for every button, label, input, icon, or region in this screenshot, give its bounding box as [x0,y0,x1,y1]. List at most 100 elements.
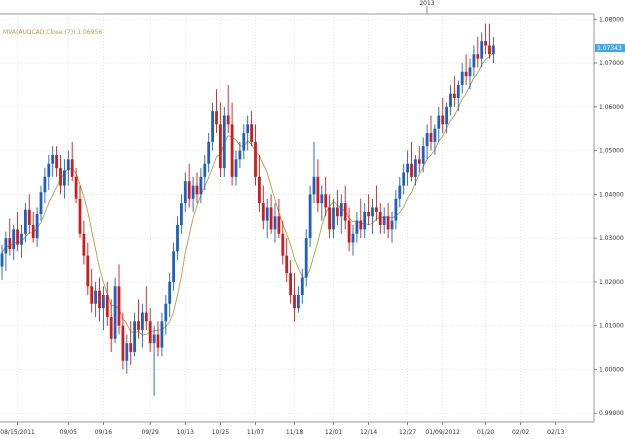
candle-body [203,163,207,177]
candle-body [359,220,363,230]
x-tick-label: 10/25 [212,429,229,436]
candle-body [414,159,417,177]
candle-body [449,93,452,107]
candle-body [382,216,386,226]
candle-body [195,185,199,195]
candle-body [472,54,476,68]
candle-body [445,106,448,125]
candle-body [488,45,491,55]
y-axis: 1.08000 1.07000 1.06000 1.05000 1.04000 1.030… [594,16,624,417]
candle-body [102,295,105,309]
candle-body [211,111,214,142]
candles [0,23,495,396]
y-tick-label: 0.99000 [599,410,624,417]
candle-body [168,281,172,304]
candle-body [398,185,402,199]
candle-body [468,67,472,77]
candle-body [250,124,253,142]
candle-body [172,251,175,282]
x-tick-label: 08/15/2011 [0,429,35,436]
candle-body [98,290,101,309]
candle-body [320,194,324,204]
candle-body [109,316,113,339]
x-tick-label: 12/14 [360,429,377,436]
candle-body [242,133,246,151]
candle-body [105,295,109,317]
x-tick-label: 09/05 [60,429,77,436]
candle-body [148,321,152,344]
last-price-label: 1.07343 [597,45,622,52]
candle-body [164,303,168,322]
candle-body [129,343,133,352]
candle-body [219,124,222,169]
candle-body [433,128,437,142]
candle-body [453,93,456,99]
candle-body [141,312,144,331]
candle-body [113,286,117,339]
candle-body [207,141,211,164]
candle-body [133,321,136,352]
last-price-tag: 1.07343 [595,44,625,53]
candle-body [421,146,425,164]
candle-body [121,325,125,361]
y-tick-label: 1.01000 [599,323,624,330]
candle-body [70,159,74,177]
candle-body [293,295,296,309]
candle-body [332,207,335,230]
year-marker-label: 2013 [419,0,434,7]
candle-body [363,211,367,230]
x-tick-label: 12/27 [399,429,416,436]
candle-body [90,286,94,304]
candle-body [16,229,19,245]
candle-body [258,176,261,204]
grid-lines [0,13,595,423]
candle-body [27,209,31,226]
candle-body [347,220,351,243]
y-tick-label: 1.05000 [599,148,624,155]
indicator-legend: MVA(AUDCAD.Close (7)) 1.06956 [3,29,102,36]
candle-body [261,203,265,221]
x-tick-label: 01/20 [477,429,494,436]
candle-body [183,181,187,204]
candle-body [137,321,140,331]
candle-body [246,124,250,134]
candle-body [254,141,257,177]
candle-body [230,124,234,177]
candle-body [191,185,195,199]
candle-body [125,343,129,361]
y-tick-label: 1.08000 [599,16,624,23]
candle-body [55,154,58,169]
candle-body [277,216,281,234]
y-tick-label: 1.02000 [599,279,624,286]
candle-body [308,194,312,239]
candle-body [410,163,413,177]
candle-body [82,233,86,256]
candle-body [460,71,464,85]
candle-body [8,238,12,250]
candle-body [43,176,47,193]
candle-body [371,207,374,217]
candle-body [222,115,226,169]
candle-body [394,198,398,221]
candle-body [74,176,78,199]
last-price-box [595,44,625,53]
candle-body [187,181,191,199]
candle-body [24,209,27,234]
y-tick-label: 1.07000 [599,60,624,67]
candle-body [144,312,148,322]
candle-body [324,194,328,208]
candle-body [464,71,468,77]
candle-body [63,170,66,186]
candle-body [59,168,62,186]
candle-body [20,233,23,245]
y-tick-label: 1.04000 [599,191,624,198]
candle-body [339,203,343,217]
candle-body [355,220,359,234]
candle-body [156,334,160,348]
candle-body [402,172,406,186]
candle-body [390,220,394,230]
candle-body [297,295,300,309]
candle-body [117,286,121,326]
candle-body [480,41,484,59]
